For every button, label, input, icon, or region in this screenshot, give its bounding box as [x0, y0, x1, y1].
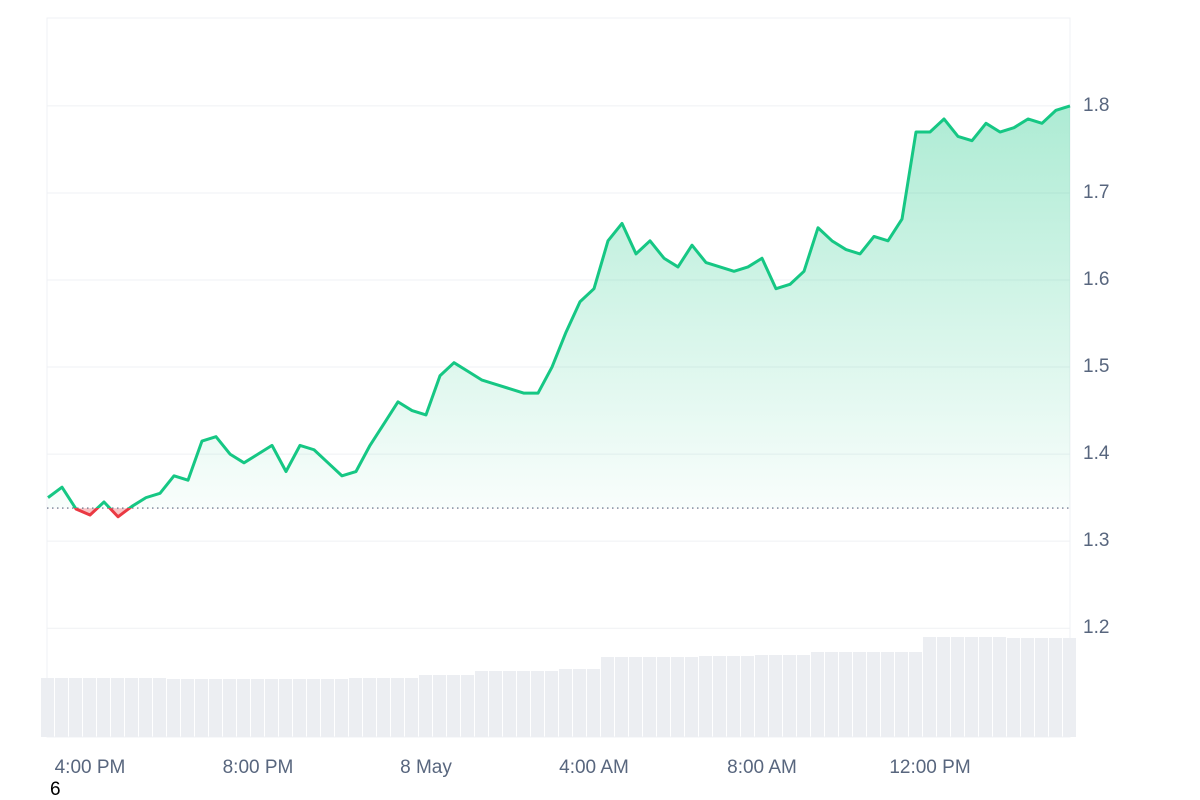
volume-bar: [755, 655, 768, 737]
volume-bar: [531, 671, 544, 737]
volume-bar: [461, 675, 474, 737]
y-tick-label: 1.8: [1083, 95, 1109, 116]
volume-bar: [923, 637, 936, 737]
volume-bar: [671, 657, 684, 737]
volume-bar: [321, 679, 334, 737]
volume-bar: [867, 652, 880, 737]
volume-bar: [685, 657, 698, 737]
volume-bar: [195, 679, 208, 737]
volume-bar: [489, 671, 502, 737]
volume-bar: [139, 678, 152, 737]
volume-bar: [699, 656, 712, 737]
volume-bar: [153, 678, 166, 737]
volume-bar: [545, 671, 558, 737]
volume-bar: [83, 678, 96, 737]
y-tick-label: 1.6: [1083, 269, 1109, 290]
volume-bar: [55, 678, 68, 737]
volume-bar: [69, 678, 82, 737]
volume-bar: [1035, 638, 1048, 737]
volume-bar: [517, 671, 530, 737]
volume-bar: [965, 637, 978, 737]
volume-bar: [181, 679, 194, 737]
volume-bar: [1063, 638, 1076, 737]
x-tick-label: 8:00 PM: [223, 757, 294, 778]
volume-bar: [587, 669, 600, 737]
area-up: [48, 105, 1070, 509]
volume-bar: [643, 657, 656, 737]
volume-bar: [825, 652, 838, 737]
x-tick-label: 4:00 AM: [559, 757, 629, 778]
volume-bar: [601, 657, 614, 737]
volume-bar: [881, 652, 894, 737]
volume-bar: [279, 679, 292, 737]
volume-bar: [615, 657, 628, 737]
y-tick-label: 1.2: [1083, 617, 1109, 638]
volume-bar: [1021, 638, 1034, 737]
volume-bar: [447, 675, 460, 737]
volume-bar: [433, 675, 446, 737]
y-tick-label: 1.7: [1083, 182, 1109, 203]
volume-bar: [363, 678, 376, 737]
volume-bar: [125, 678, 138, 737]
volume-bar: [251, 679, 264, 737]
volume-bar: [909, 652, 922, 737]
volume-bar: [1049, 638, 1062, 737]
volume-bar: [111, 678, 124, 737]
volume-bar: [741, 656, 754, 737]
volume-bar: [419, 675, 432, 737]
volume-bar: [573, 669, 586, 737]
volume-bar: [713, 656, 726, 737]
volume-bar: [293, 679, 306, 737]
volume-bar: [377, 678, 390, 737]
volume-bar: [475, 671, 488, 737]
volume-bar: [951, 637, 964, 737]
volume-bar: [811, 652, 824, 737]
volume-bar: [209, 679, 222, 737]
x-tick-label: 8 May: [400, 757, 452, 778]
volume-bar: [853, 652, 866, 737]
volume-bar: [1007, 638, 1020, 737]
x-tick-label: 8:00 AM: [727, 757, 797, 778]
volume-bar: [559, 669, 572, 737]
volume-bar: [97, 678, 110, 737]
volume-bar: [41, 678, 54, 737]
volume-bar: [503, 671, 516, 737]
y-tick-label: 1.3: [1083, 530, 1109, 551]
volume-bar: [937, 637, 950, 737]
volume-bar: [993, 637, 1006, 737]
volume-bar: [237, 679, 250, 737]
volume-bar: [265, 679, 278, 737]
price-line-up: [47, 104, 1071, 509]
volume-bar: [769, 655, 782, 737]
volume-bar: [391, 678, 404, 737]
x-tick-label: 4:00 PM: [55, 757, 126, 778]
volume-bar: [349, 678, 362, 737]
stray-label: 6: [50, 779, 61, 800]
volume-layer: [41, 637, 1076, 737]
volume-bar: [839, 652, 852, 737]
grid-layer: 1.2 1.3 1.4 1.5 1.6 1.7 1.8 4:00 PM 8:00 PM 8 May…: [47, 95, 1110, 778]
y-tick-label: 1.5: [1083, 356, 1109, 377]
volume-bar: [727, 656, 740, 737]
x-tick-label: 12:00 PM: [889, 757, 970, 778]
volume-bar: [979, 637, 992, 737]
volume-bar: [657, 657, 670, 737]
y-tick-label: 1.4: [1083, 443, 1110, 464]
volume-bar: [895, 652, 908, 737]
volume-bar: [335, 679, 348, 737]
plot-layer: [47, 104, 1071, 519]
volume-bar: [797, 655, 810, 737]
volume-bar: [223, 679, 236, 737]
volume-bar: [405, 678, 418, 737]
volume-bar: [629, 657, 642, 737]
volume-bar: [783, 655, 796, 737]
volume-bar: [307, 679, 320, 737]
volume-bar: [167, 679, 180, 737]
